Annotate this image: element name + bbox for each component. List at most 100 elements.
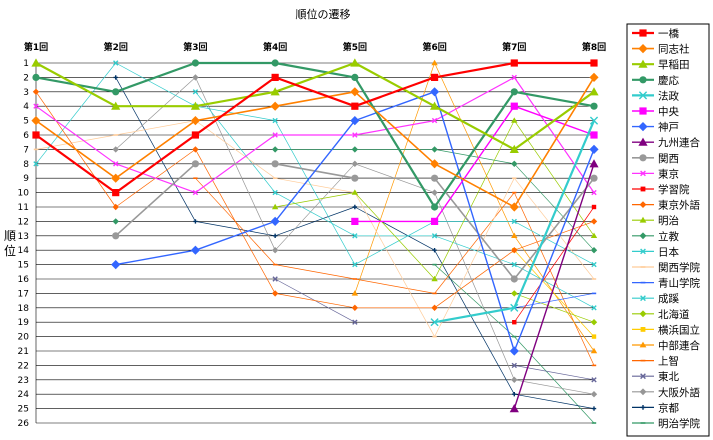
series-2-point-2	[111, 173, 121, 183]
series-11	[512, 204, 597, 325]
gridlines	[35, 59, 594, 424]
legend-marker-14	[639, 232, 647, 240]
series-9-point-8	[590, 174, 598, 182]
series-6-point-7	[510, 102, 518, 110]
legend-label-26: 明治学院	[658, 417, 700, 430]
series-4-point-3	[191, 59, 200, 67]
y-tick-14: 14	[18, 246, 30, 256]
series-15-point-1	[33, 161, 39, 167]
series-9-point-6	[430, 174, 439, 182]
series-12-point-1	[32, 88, 40, 95]
legend-label-17: 青山学院	[658, 277, 700, 290]
series-18-point-5	[352, 233, 358, 239]
legend-label-6: 中央	[658, 105, 679, 118]
y-tick-11: 11	[18, 203, 29, 213]
series-8-point-7	[509, 404, 519, 413]
series-14	[112, 146, 598, 254]
series-6-point-8	[590, 131, 598, 139]
legend-label-22: 上智	[658, 355, 679, 368]
legend-entry-22: 上智	[632, 355, 679, 368]
legend-label-9: 関西	[658, 153, 679, 165]
series-17	[512, 292, 597, 309]
series-7	[111, 87, 599, 356]
series-12	[32, 88, 598, 311]
series-1-point-5	[351, 102, 359, 110]
legend-label-8: 九州連合	[658, 136, 700, 149]
series-10-point-8	[591, 189, 597, 196]
series-25-point-6	[432, 248, 437, 253]
legend-entry-1: 一橋	[632, 27, 679, 40]
legend-entry-19: 北海道	[632, 308, 690, 321]
series-9-point-5	[351, 174, 359, 182]
legend-label-20: 横浜国立	[658, 323, 700, 336]
series-15-point-8	[591, 261, 597, 268]
series-10-point-5	[352, 132, 358, 138]
series-24-point-3	[192, 74, 199, 81]
series-3-point-8	[589, 87, 599, 96]
y-tick-12: 12	[18, 217, 29, 227]
series-19-line	[514, 293, 595, 323]
series-24	[112, 74, 598, 398]
series-4-point-2	[112, 88, 120, 96]
series-18-point-3	[192, 89, 199, 95]
legend-marker-4	[639, 76, 647, 84]
series-13-point-7	[511, 117, 518, 123]
y-tick-9: 9	[23, 174, 29, 184]
series-11-line	[513, 206, 595, 323]
series-11-point-8	[591, 204, 597, 210]
legend-label-16: 関西学院	[658, 261, 700, 274]
series-5-point-8	[589, 116, 599, 125]
series-15-point-4	[272, 117, 278, 124]
series-14-point-2	[112, 218, 119, 225]
legend-entry-14: 立教	[632, 230, 679, 243]
y-label-char-1: 順	[4, 229, 16, 243]
series-9-point-7	[510, 275, 518, 283]
series-12-point-3	[192, 146, 199, 153]
legend-marker-11	[640, 186, 646, 192]
series-13-point-6	[431, 275, 438, 282]
legend-entry-2: 同志社	[632, 43, 690, 56]
series-12-line	[35, 91, 595, 309]
legend-marker-2	[638, 44, 648, 54]
x-tick-1: 第1回	[24, 41, 48, 53]
series-7-point-4	[270, 216, 280, 226]
series-1-point-1	[32, 131, 40, 139]
series-20-point-8	[591, 334, 597, 339]
y-tick-5: 5	[23, 117, 29, 127]
series-14-point-5	[351, 146, 359, 153]
series-21-point-7	[511, 232, 518, 238]
series-14-point-8	[590, 247, 598, 254]
series-3-point-5	[350, 58, 360, 67]
y-tick-18: 18	[18, 304, 30, 314]
series-25-point-5	[352, 204, 358, 210]
legend-label-21: 中部連合	[658, 339, 700, 352]
series-16-line	[35, 120, 595, 337]
series-17-line	[514, 293, 595, 309]
series-21-point-6	[431, 59, 438, 66]
y-tick-10: 10	[18, 189, 30, 199]
series-12-point-7	[511, 247, 518, 254]
legend-entry-16: 関西学院	[632, 261, 700, 274]
series-23-point-7	[511, 362, 517, 369]
series-4-point-6	[430, 203, 439, 211]
legend-entry-13: 明治	[632, 214, 679, 227]
x-tick-labels: 第1回 第2回 第3回 第4回 第5回 第6回 第7回 第8回	[24, 41, 606, 53]
legend-label-3: 早稲田	[658, 59, 690, 71]
legend-entry-21: 中部連合	[632, 339, 700, 352]
legend-label-2: 同志社	[658, 43, 690, 56]
series-9	[112, 160, 598, 283]
series-8-line	[513, 163, 595, 409]
series-2-point-5	[350, 87, 360, 97]
series-3-point-3	[190, 101, 201, 110]
series-15-line	[35, 62, 595, 265]
series-25-point-3	[193, 219, 198, 224]
series-22	[193, 177, 597, 367]
series-3-point-2	[111, 101, 121, 110]
x-tick-5: 第5回	[343, 41, 367, 53]
series-24-point-4	[271, 247, 279, 254]
series-18-point-6	[431, 233, 438, 239]
series-10-point-4	[272, 132, 278, 138]
series-1-point-2	[112, 189, 120, 197]
series-22-line	[195, 177, 595, 366]
